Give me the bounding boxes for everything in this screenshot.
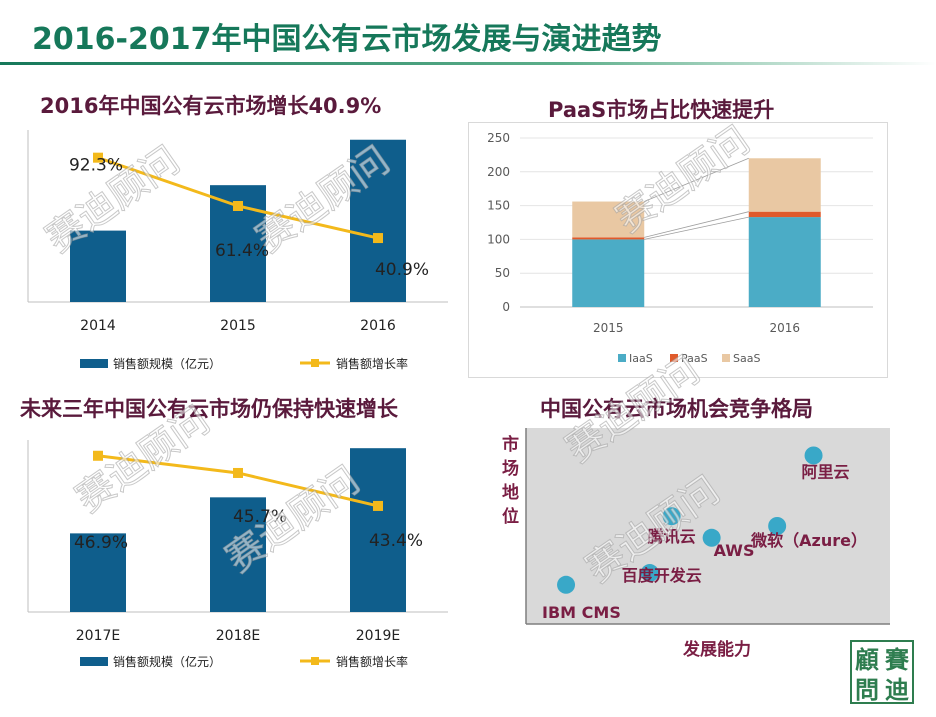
chart-frame <box>468 122 888 378</box>
company-label: 百度开发云 <box>622 566 702 585</box>
bar <box>70 533 126 612</box>
stack-segment <box>572 237 645 240</box>
y-axis-label: 市场地位 <box>502 434 519 527</box>
company-point <box>640 564 659 583</box>
legend-line-marker <box>311 657 319 665</box>
company-label: 腾讯云 <box>648 527 696 546</box>
stack-segment <box>748 211 821 218</box>
data-label: 45.7% <box>233 507 287 527</box>
y-tick-label: 200 <box>487 165 510 179</box>
bar <box>70 230 126 302</box>
stack-segment <box>572 201 645 238</box>
company-label: IBM CMS <box>542 603 621 622</box>
company-point <box>768 517 787 535</box>
logo-char: 迪 <box>885 674 909 704</box>
x-tick-label: 2017E <box>76 628 120 644</box>
company-label: 阿里云 <box>802 462 850 481</box>
x-axis-label: 发展能力 <box>682 639 751 660</box>
x-tick-label: 2016 <box>769 321 800 335</box>
y-tick-label: 250 <box>487 131 510 145</box>
y-tick-label: 50 <box>495 266 510 280</box>
page-title: 2016-2017年中国公有云市场发展与演进趋势 <box>32 22 662 57</box>
series-connector <box>644 216 749 240</box>
logo-char: 問 <box>855 674 879 704</box>
company-label: AWS <box>714 541 755 560</box>
y-tick-label: 100 <box>487 232 510 246</box>
x-tick-label: 2016 <box>360 318 396 334</box>
line-point <box>93 152 103 163</box>
bar <box>350 139 406 302</box>
company-point <box>702 528 721 547</box>
company-point <box>557 575 576 594</box>
data-label: 92.3% <box>69 156 123 176</box>
legend-label: PaaS <box>681 352 708 365</box>
ccid-logo: 顧 賽 問 迪 <box>850 640 914 704</box>
legend-label: IaaS <box>629 352 653 365</box>
chart3-title: 未来三年中国公有云市场仍保持快速增长 <box>20 397 398 421</box>
data-label: 46.9% <box>74 533 128 553</box>
x-tick-label: 2015 <box>593 321 624 335</box>
growth-2016-chart: 2014 2015 2016 92.3% 61.4% 40.9% 销售额规模（亿元） 销售额增… <box>27 130 448 371</box>
legend-bar-swatch <box>80 359 108 368</box>
paas-share-chart: 0 50 100 150 200 250 2015 2016 IaaS PaaS SaaS <box>468 122 888 378</box>
legend-line-label: 销售额增长率 <box>336 356 408 371</box>
legend-bar-label: 销售额规模（亿元） <box>113 654 221 669</box>
legend-swatch <box>722 354 730 362</box>
x-tick-label: 2014 <box>80 318 116 334</box>
forecast-chart: 2017E 2018E 2019E 46.9% 45.7% 43.4% 销售额规模（亿元） 销… <box>27 440 448 669</box>
chart4-title: 中国公有云市场机会竞争格局 <box>540 397 813 421</box>
stack-segment <box>748 217 821 307</box>
legend-label: SaaS <box>733 352 760 365</box>
stack-segment <box>748 158 821 212</box>
line-point <box>233 200 243 211</box>
x-tick-label: 2019E <box>356 628 400 644</box>
bar <box>210 497 266 612</box>
company-label: 微软（Azure） <box>750 531 867 550</box>
stack-segment <box>572 239 645 307</box>
company-point <box>804 446 823 465</box>
data-label: 40.9% <box>375 260 429 280</box>
line-point <box>93 450 103 461</box>
line-point <box>373 233 383 244</box>
legend-bar-label: 销售额规模（亿元） <box>113 356 221 371</box>
x-tick-label: 2018E <box>216 628 260 644</box>
data-label: 61.4% <box>215 241 269 261</box>
logo-char: 顧 <box>855 644 879 674</box>
y-tick-label: 0 <box>502 300 510 314</box>
chart2-title: PaaS市场占比快速提升 <box>548 98 775 122</box>
series-connector <box>644 211 749 238</box>
legend-line-marker <box>311 359 319 367</box>
line-point <box>233 467 243 478</box>
plot-area <box>526 428 890 624</box>
series-connector <box>644 157 749 202</box>
line-point <box>373 500 383 511</box>
chart1-title: 2016年中国公有云市场增长40.9% <box>40 94 382 118</box>
data-label: 43.4% <box>369 531 423 551</box>
legend-bar-swatch <box>80 657 108 666</box>
logo-char: 賽 <box>885 644 909 674</box>
legend-swatch <box>618 354 626 362</box>
bar <box>350 448 406 612</box>
title-underline <box>0 62 936 65</box>
legend-swatch <box>670 354 678 362</box>
y-tick-label: 150 <box>487 199 510 213</box>
company-point <box>662 507 681 526</box>
legend-line-label: 销售额增长率 <box>336 654 408 669</box>
x-tick-label: 2015 <box>220 318 256 334</box>
